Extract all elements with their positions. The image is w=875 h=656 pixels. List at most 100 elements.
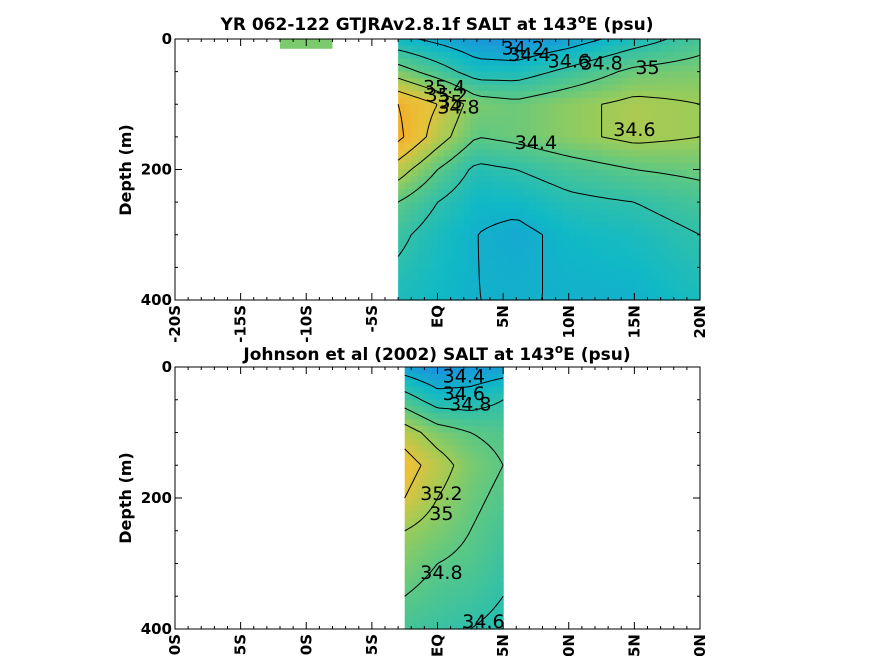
salinity-cell bbox=[419, 498, 423, 506]
salinity-cell bbox=[568, 260, 576, 268]
salinity-cell bbox=[634, 104, 642, 112]
salinity-cell bbox=[408, 504, 412, 512]
salinity-cell bbox=[529, 202, 537, 210]
salinity-cell bbox=[447, 583, 451, 591]
salinity-cell bbox=[421, 425, 425, 434]
salinity-cell bbox=[492, 576, 496, 584]
salinity-cell bbox=[430, 104, 439, 112]
salinity-cell bbox=[443, 373, 446, 381]
salinity-cell bbox=[588, 195, 596, 203]
panel-bottom-contour-lines bbox=[404, 374, 504, 630]
salinity-cell bbox=[680, 182, 688, 190]
salinity-cell bbox=[443, 439, 446, 447]
salinity-cell bbox=[404, 110, 412, 118]
salinity-cell bbox=[549, 97, 557, 105]
salinity-cell bbox=[417, 556, 421, 565]
salinity-cell bbox=[466, 491, 470, 499]
salinity-cell bbox=[555, 97, 563, 105]
salinity-cell bbox=[667, 169, 675, 177]
salinity-cell bbox=[555, 156, 563, 164]
salinity-cell bbox=[686, 254, 695, 262]
salinity-cell bbox=[432, 596, 436, 604]
salinity-cell bbox=[471, 589, 474, 597]
salinity-cell bbox=[413, 615, 416, 624]
salinity-cell bbox=[458, 458, 461, 466]
salinity-cell bbox=[434, 471, 438, 479]
salinity-cell bbox=[693, 84, 701, 92]
salinity-cell bbox=[444, 91, 452, 99]
salinity-cell bbox=[498, 478, 502, 486]
salinity-cell bbox=[445, 530, 449, 538]
salinity-cell bbox=[667, 130, 675, 138]
salinity-cell bbox=[428, 406, 431, 414]
salinity-cell bbox=[601, 221, 609, 229]
salinity-cell bbox=[575, 241, 583, 249]
salinity-cell bbox=[667, 182, 675, 190]
salinity-cell bbox=[581, 84, 590, 92]
salinity-cell bbox=[498, 583, 502, 591]
salinity-cell bbox=[693, 267, 701, 275]
salinity-cell bbox=[432, 615, 436, 624]
salinity-cell bbox=[608, 182, 616, 190]
salinity-cell bbox=[549, 58, 557, 66]
salinity-cell bbox=[424, 110, 432, 118]
salinity-cell bbox=[443, 537, 446, 545]
salinity-cell bbox=[411, 45, 419, 53]
salinity-cell bbox=[483, 215, 491, 223]
salinity-cell bbox=[398, 136, 406, 145]
salinity-cell bbox=[680, 91, 688, 99]
salinity-cell bbox=[483, 45, 491, 53]
salinity-cell bbox=[529, 169, 537, 177]
salinity-cell bbox=[562, 91, 570, 99]
salinity-cell bbox=[479, 452, 483, 460]
salinity-cell bbox=[468, 576, 472, 584]
salinity-cell bbox=[549, 91, 557, 99]
salinity-cell bbox=[476, 247, 485, 255]
salinity-cell bbox=[509, 234, 517, 242]
salinity-cell bbox=[450, 286, 458, 295]
salinity-cell bbox=[473, 386, 476, 394]
salinity-cell bbox=[479, 478, 483, 486]
salinity-cell bbox=[436, 452, 440, 460]
salinity-cell bbox=[411, 293, 419, 301]
salinity-cell bbox=[673, 97, 681, 105]
salinity-cell bbox=[483, 452, 487, 460]
salinity-cell bbox=[498, 439, 502, 447]
salinity-cell bbox=[426, 576, 429, 584]
salinity-cell bbox=[529, 254, 537, 262]
salinity-cell bbox=[693, 202, 701, 210]
salinity-cell bbox=[436, 570, 440, 578]
salinity-cell bbox=[462, 367, 466, 375]
salinity-cell bbox=[457, 78, 465, 86]
salinity-cell bbox=[445, 432, 449, 440]
salinity-cell bbox=[466, 609, 470, 617]
salinity-cell bbox=[608, 176, 616, 184]
salinity-cell bbox=[588, 260, 596, 268]
salinity-cell bbox=[647, 58, 655, 66]
salinity-cell bbox=[466, 484, 470, 493]
salinity-cell bbox=[398, 267, 406, 275]
salinity-cell bbox=[443, 445, 446, 453]
salinity-cell bbox=[492, 537, 496, 545]
salinity-cell bbox=[434, 530, 438, 538]
salinity-cell bbox=[627, 65, 635, 73]
salinity-cell bbox=[441, 589, 444, 597]
salinity-cell bbox=[601, 228, 609, 236]
salinity-cell bbox=[488, 419, 491, 427]
salinity-cell bbox=[640, 97, 649, 105]
salinity-cell bbox=[443, 458, 446, 466]
salinity-cell bbox=[417, 267, 425, 275]
salinity-cell bbox=[627, 273, 635, 282]
salinity-cell bbox=[555, 260, 563, 268]
salinity-cell bbox=[413, 504, 416, 512]
salinity-cell bbox=[473, 425, 476, 434]
salinity-cell bbox=[417, 71, 425, 79]
salinity-cell bbox=[444, 71, 452, 79]
salinity-cell bbox=[466, 596, 470, 604]
salinity-cell bbox=[488, 602, 491, 610]
salinity-cell bbox=[498, 504, 502, 512]
salinity-cell bbox=[423, 596, 427, 604]
salinity-cell bbox=[686, 267, 695, 275]
salinity-cell bbox=[415, 524, 419, 532]
salinity-cell bbox=[490, 373, 494, 381]
